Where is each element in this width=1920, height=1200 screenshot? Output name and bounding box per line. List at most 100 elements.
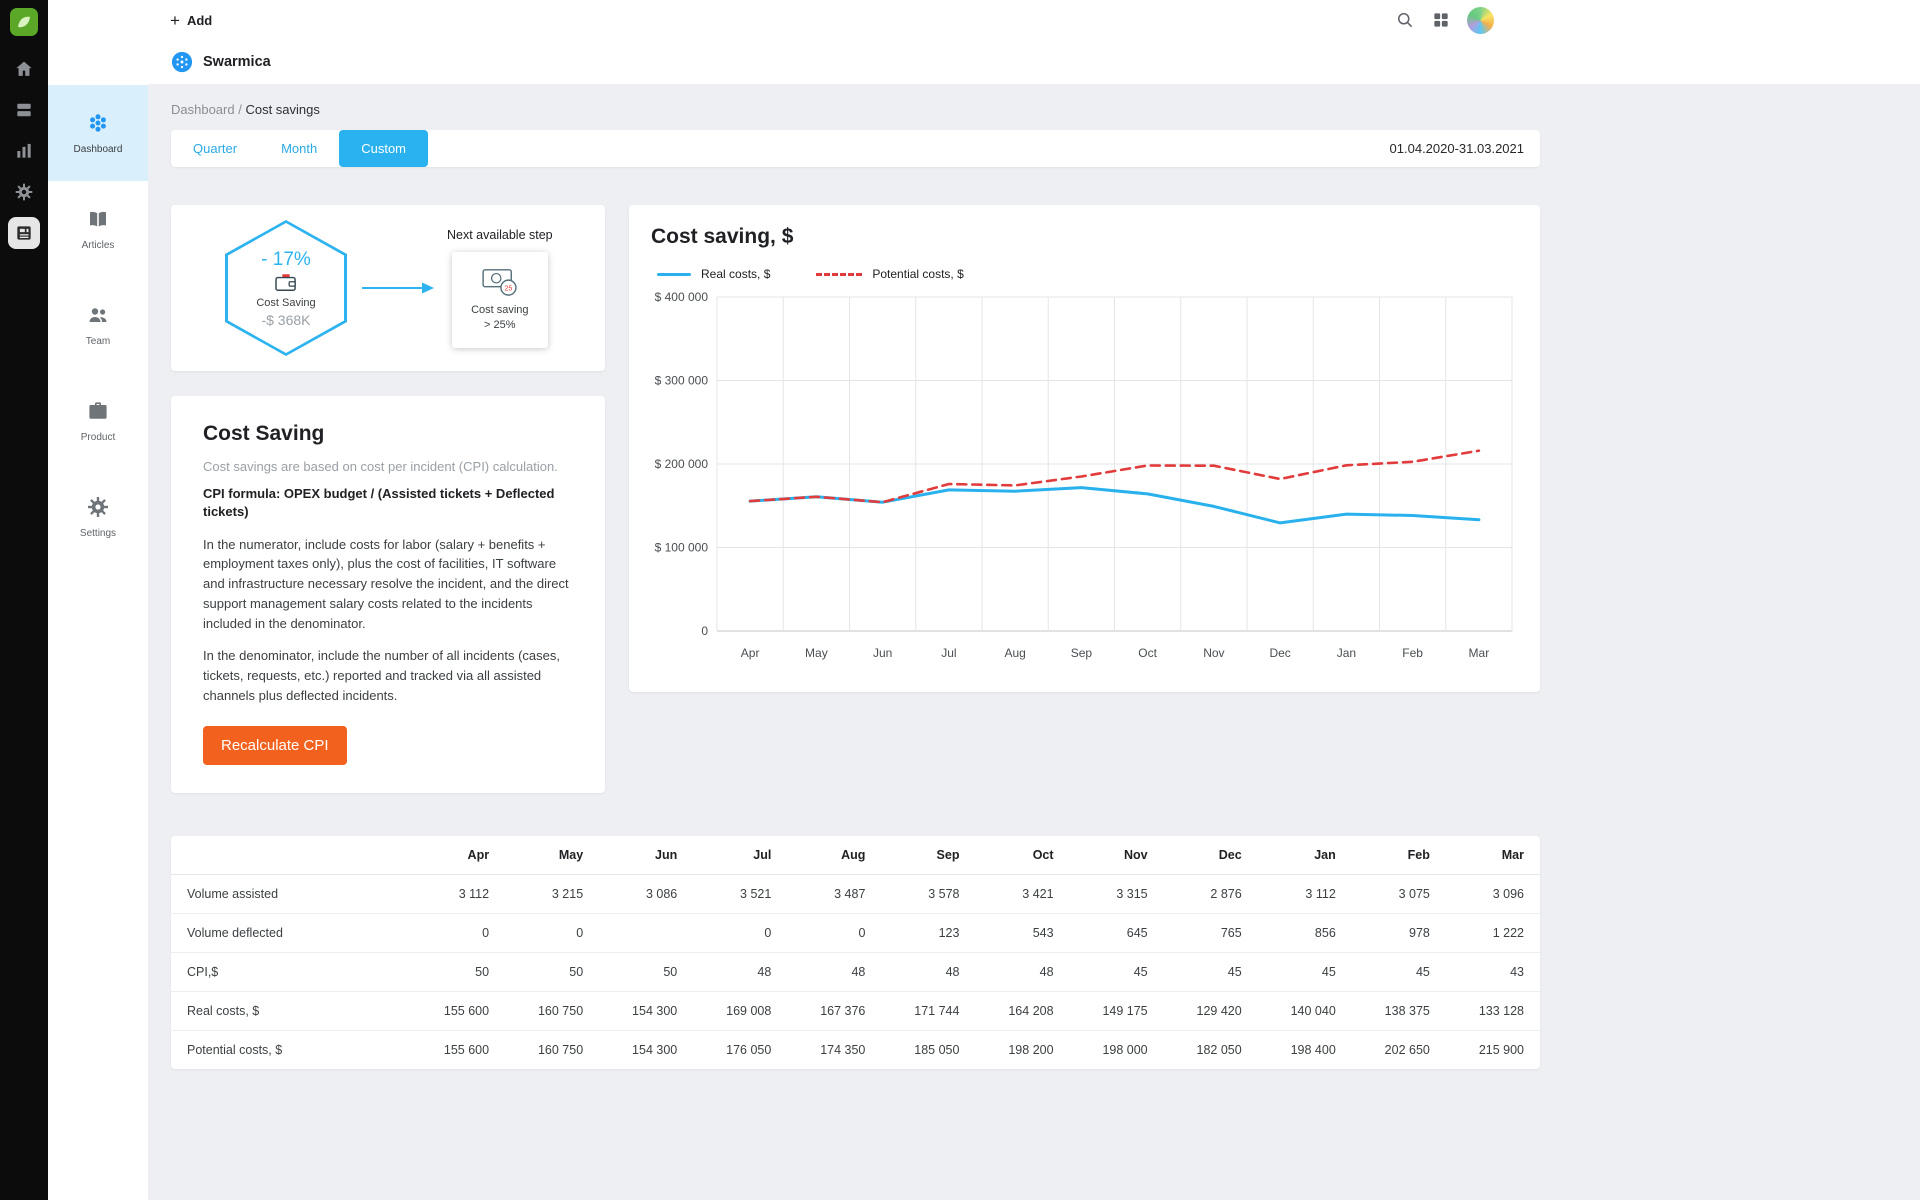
cost-saving-hexagon[interactable]: - 17% Cost Saving -$ 368K	[225, 220, 347, 356]
app-logo[interactable]	[10, 8, 38, 36]
rail-home-button[interactable]	[4, 48, 44, 89]
legend-label: Potential costs, $	[872, 267, 964, 281]
legend-potential-costs: Potential costs, $	[816, 267, 964, 281]
table-row: CPI,$ 50 50 50 48 48 48 48 45 45 45 45 43	[171, 952, 1540, 992]
date-range-value[interactable]: 01.04.2020-31.03.2021	[1389, 141, 1524, 156]
add-button[interactable]: + Add	[164, 8, 218, 33]
rail-knowledge-button[interactable]	[4, 89, 44, 130]
next-step-card[interactable]: 25 Cost saving > 25%	[451, 252, 548, 348]
wallet-icon	[275, 273, 296, 291]
svg-text:25: 25	[504, 285, 512, 292]
rail-stats-button[interactable]	[4, 130, 44, 171]
table-column-header: Jan	[1257, 835, 1352, 875]
recalculate-cpi-button[interactable]: Recalculate CPI	[203, 725, 347, 765]
breadcrumb-dashboard-link[interactable]: Dashboard	[171, 102, 235, 117]
table-row: Potential costs, $ 155 600 160 750 154 300 1…	[171, 1030, 1540, 1069]
table-row-label: Potential costs, $	[187, 1042, 283, 1057]
sidebar-item-dashboard[interactable]: Dashboard	[48, 85, 148, 181]
sidebar-item-team[interactable]: Team	[48, 277, 148, 373]
period-tabbar: Quarter Month Custom 01.04.2020-31.03.20…	[171, 130, 1540, 167]
cost-saving-amount: -$ 368K	[261, 311, 311, 328]
table-cell: 198 400	[1290, 1042, 1336, 1057]
rail-active-chip	[8, 216, 40, 249]
legend-label: Real costs, $	[701, 267, 771, 281]
stacked-cards-icon	[17, 103, 31, 116]
svg-text:$ 200 000: $ 200 000	[655, 457, 709, 471]
bar-chart-icon	[17, 143, 31, 158]
table-cell: 43	[1445, 952, 1540, 992]
swarmica-logo	[171, 51, 193, 73]
solid-line-swatch	[657, 272, 691, 276]
table-cell: 174 350	[820, 1042, 866, 1057]
money-clock-icon: 25	[482, 269, 517, 296]
table-cell: 176 050	[726, 1042, 772, 1057]
table-cell: 164 208	[975, 991, 1070, 1031]
table-column-header: Oct	[975, 835, 1070, 875]
cost-saving-chart-card: Cost saving, $ Real costs, $ Potential c…	[629, 205, 1540, 692]
svg-text:Jul: Jul	[941, 646, 956, 660]
tab-month[interactable]: Month	[281, 141, 318, 156]
svg-text:$ 400 000: $ 400 000	[655, 290, 709, 304]
search-icon[interactable]	[1395, 10, 1415, 30]
next-step-line2: > 25%	[484, 319, 516, 331]
table-cell: 140 040	[1257, 991, 1352, 1031]
table-cell: 198 200	[1008, 1042, 1054, 1057]
add-button-label: Add	[186, 12, 213, 28]
cpi-formula: CPI formula: OPEX budget / (Assisted tic…	[203, 486, 555, 520]
svg-text:Dec: Dec	[1269, 646, 1290, 660]
tab-custom[interactable]: Custom	[339, 130, 429, 167]
table-cell: 154 300	[632, 1042, 678, 1057]
breadcrumb-current: Cost savings	[245, 102, 320, 117]
table-row-label: Real costs, $	[171, 991, 411, 1031]
svg-text:Aug: Aug	[1004, 646, 1025, 660]
table-cell: 3 521	[693, 874, 788, 914]
table-cell: 3 215	[505, 874, 600, 914]
rail-settings-button[interactable]	[4, 171, 44, 212]
cost-table: Apr May Jun Jul Aug Sep Oct Nov Dec Jan Feb Mar Vol…	[171, 835, 1540, 1069]
svg-text:Mar: Mar	[1469, 646, 1490, 660]
table-cell: 185 050	[914, 1042, 960, 1057]
table-column-header: Jul	[693, 835, 788, 875]
user-avatar[interactable]	[1467, 6, 1494, 34]
sidebar-item-label: Team	[85, 336, 111, 347]
denominator-paragraph: In the denominator, include the number o…	[203, 648, 560, 703]
table-cell: 123	[881, 913, 976, 953]
tab-quarter[interactable]: Quarter	[193, 141, 238, 156]
sidebar-item-articles[interactable]: Articles	[48, 181, 148, 277]
legend-real-costs: Real costs, $	[657, 267, 770, 281]
table-cell: 129 420	[1163, 991, 1258, 1031]
table-cell: 138 375	[1351, 991, 1446, 1031]
table-cell: 171 744	[881, 991, 976, 1031]
table-cell: 50	[599, 952, 694, 992]
sidebar-item-settings[interactable]: Settings	[48, 469, 148, 565]
svg-text:May: May	[805, 646, 828, 660]
table-column-header: Jun	[599, 835, 694, 875]
sidebar: Dashboard Articles Team Product	[48, 40, 148, 1200]
svg-text:Feb: Feb	[1402, 646, 1423, 660]
chart-legend: Real costs, $ Potential costs, $	[657, 267, 1518, 281]
plus-icon: +	[170, 10, 180, 30]
table-cell: 0	[693, 913, 788, 953]
table-cell: 0	[787, 913, 882, 953]
table-cell: 182 050	[1196, 1042, 1242, 1057]
table-cell: 3 578	[881, 874, 976, 914]
book-icon	[90, 211, 106, 227]
table-cell: 45	[1069, 952, 1164, 992]
table-row-label: CPI,$	[171, 952, 411, 992]
next-step-title: Next available step	[447, 228, 553, 242]
table-column-header: Mar	[1445, 835, 1540, 875]
svg-text:0: 0	[701, 624, 708, 638]
cost-table-body: Volume assisted 3 112 3 215 3 086 3 521 3 487…	[171, 874, 1540, 1069]
table-cell	[599, 913, 694, 953]
table-cell: 3 086	[599, 874, 694, 914]
gear-icon	[88, 497, 108, 517]
apps-grid-icon[interactable]	[1431, 10, 1451, 30]
sidebar-item-product[interactable]: Product	[48, 373, 148, 469]
table-cell: 167 376	[787, 991, 882, 1031]
svg-text:Oct: Oct	[1138, 646, 1157, 660]
rail-articles-button[interactable]	[4, 212, 44, 253]
numerator-paragraph: In the numerator, include costs for labo…	[203, 536, 569, 631]
table-cell: 45	[1351, 952, 1446, 992]
dashed-line-swatch	[816, 272, 863, 276]
table-row: Volume assisted 3 112 3 215 3 086 3 521 3 487…	[171, 874, 1540, 914]
